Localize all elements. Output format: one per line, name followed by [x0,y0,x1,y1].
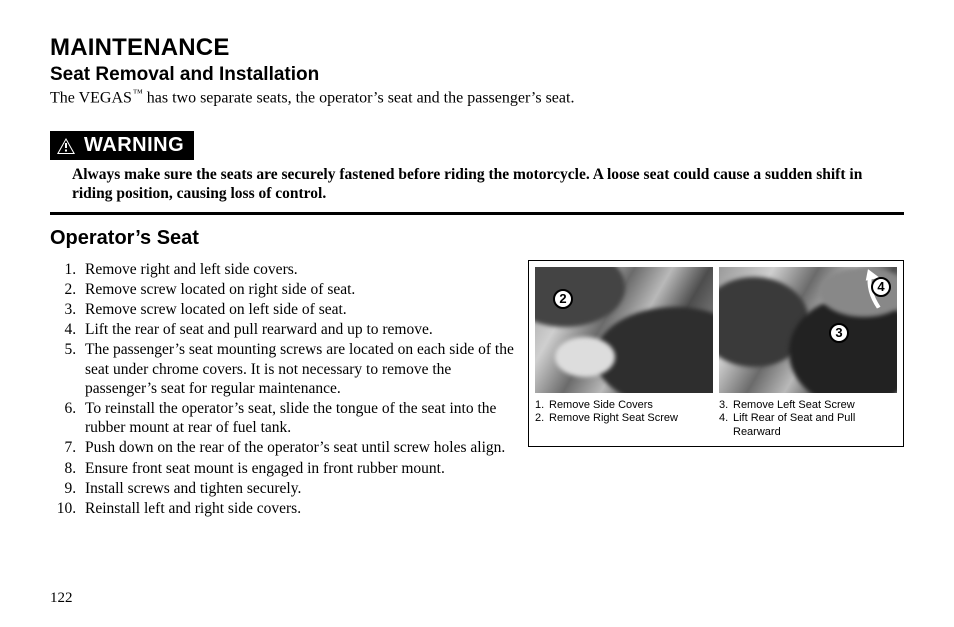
warning-badge: WARNING [50,131,194,160]
warning-label-text: WARNING [84,134,184,157]
step-item: Reinstall left and right side covers. [80,499,518,518]
trademark-symbol: ™ [133,88,143,99]
figure-column: 2 3 [528,260,904,447]
heading-maintenance: MAINTENANCE [50,34,904,62]
figure-photo-left: 2 [535,267,713,393]
step-item: Push down on the rear of the operator’s … [80,438,518,457]
warning-body-text: Always make sure the seats are securely … [72,166,892,203]
intro-text-pre: The VEGAS [50,89,132,106]
intro-paragraph: The VEGAS™ has two separate seats, the o… [50,88,904,107]
caption-number: 2. [535,412,549,440]
callout-4: 4 [871,277,891,297]
step-item: Lift the rear of seat and pull rearward … [80,320,518,339]
caption-text: Lift Rear of Seat and Pull Rearward [733,412,897,440]
step-item: Install screws and tighten securely. [80,479,518,498]
caption-item: 1. Remove Side Covers [535,399,713,413]
caption-number: 4. [719,412,733,440]
manual-page: MAINTENANCE Seat Removal and Installatio… [0,0,954,627]
caption-item: 4. Lift Rear of Seat and Pull Rearward [719,412,897,440]
caption-number: 3. [719,399,733,413]
caption-text: Remove Side Covers [549,399,653,413]
heading-operators-seat: Operator’s Seat [50,227,904,250]
steps-list: Remove right and left side covers. Remov… [50,260,518,519]
caption-text: Remove Right Seat Screw [549,412,678,440]
caption-number: 1. [535,399,549,413]
step-item: To reinstall the operator’s seat, slide … [80,399,518,437]
callout-number: 3 [835,325,842,340]
steps-column: Remove right and left side covers. Remov… [50,260,528,520]
step-item: Remove screw located on left side of sea… [80,300,518,319]
callout-2: 2 [553,289,573,309]
step-item: Remove screw located on right side of se… [80,280,518,299]
figure-photos: 2 3 [535,267,897,393]
heading-seat-removal: Seat Removal and Installation [50,64,904,86]
callout-3: 3 [829,323,849,343]
callout-number: 2 [559,291,566,306]
divider-rule [50,212,904,215]
figure-photo-right: 3 4 [719,267,897,393]
step-item: The passenger’s seat mounting screws are… [80,340,518,398]
figure-box: 2 3 [528,260,904,447]
figure-captions: 1. Remove Side Covers 3. Remove Left Sea… [535,399,897,440]
two-column-layout: Remove right and left side covers. Remov… [50,260,904,520]
caption-item: 3. Remove Left Seat Screw [719,399,897,413]
step-item: Ensure front seat mount is engaged in fr… [80,459,518,478]
caption-item: 2. Remove Right Seat Screw [535,412,713,440]
intro-text-post: has two separate seats, the operator’s s… [143,89,575,106]
warning-triangle-icon [56,137,76,155]
step-item: Remove right and left side covers. [80,260,518,279]
page-number: 122 [50,590,73,607]
caption-text: Remove Left Seat Screw [733,399,855,413]
callout-number: 4 [877,279,884,294]
